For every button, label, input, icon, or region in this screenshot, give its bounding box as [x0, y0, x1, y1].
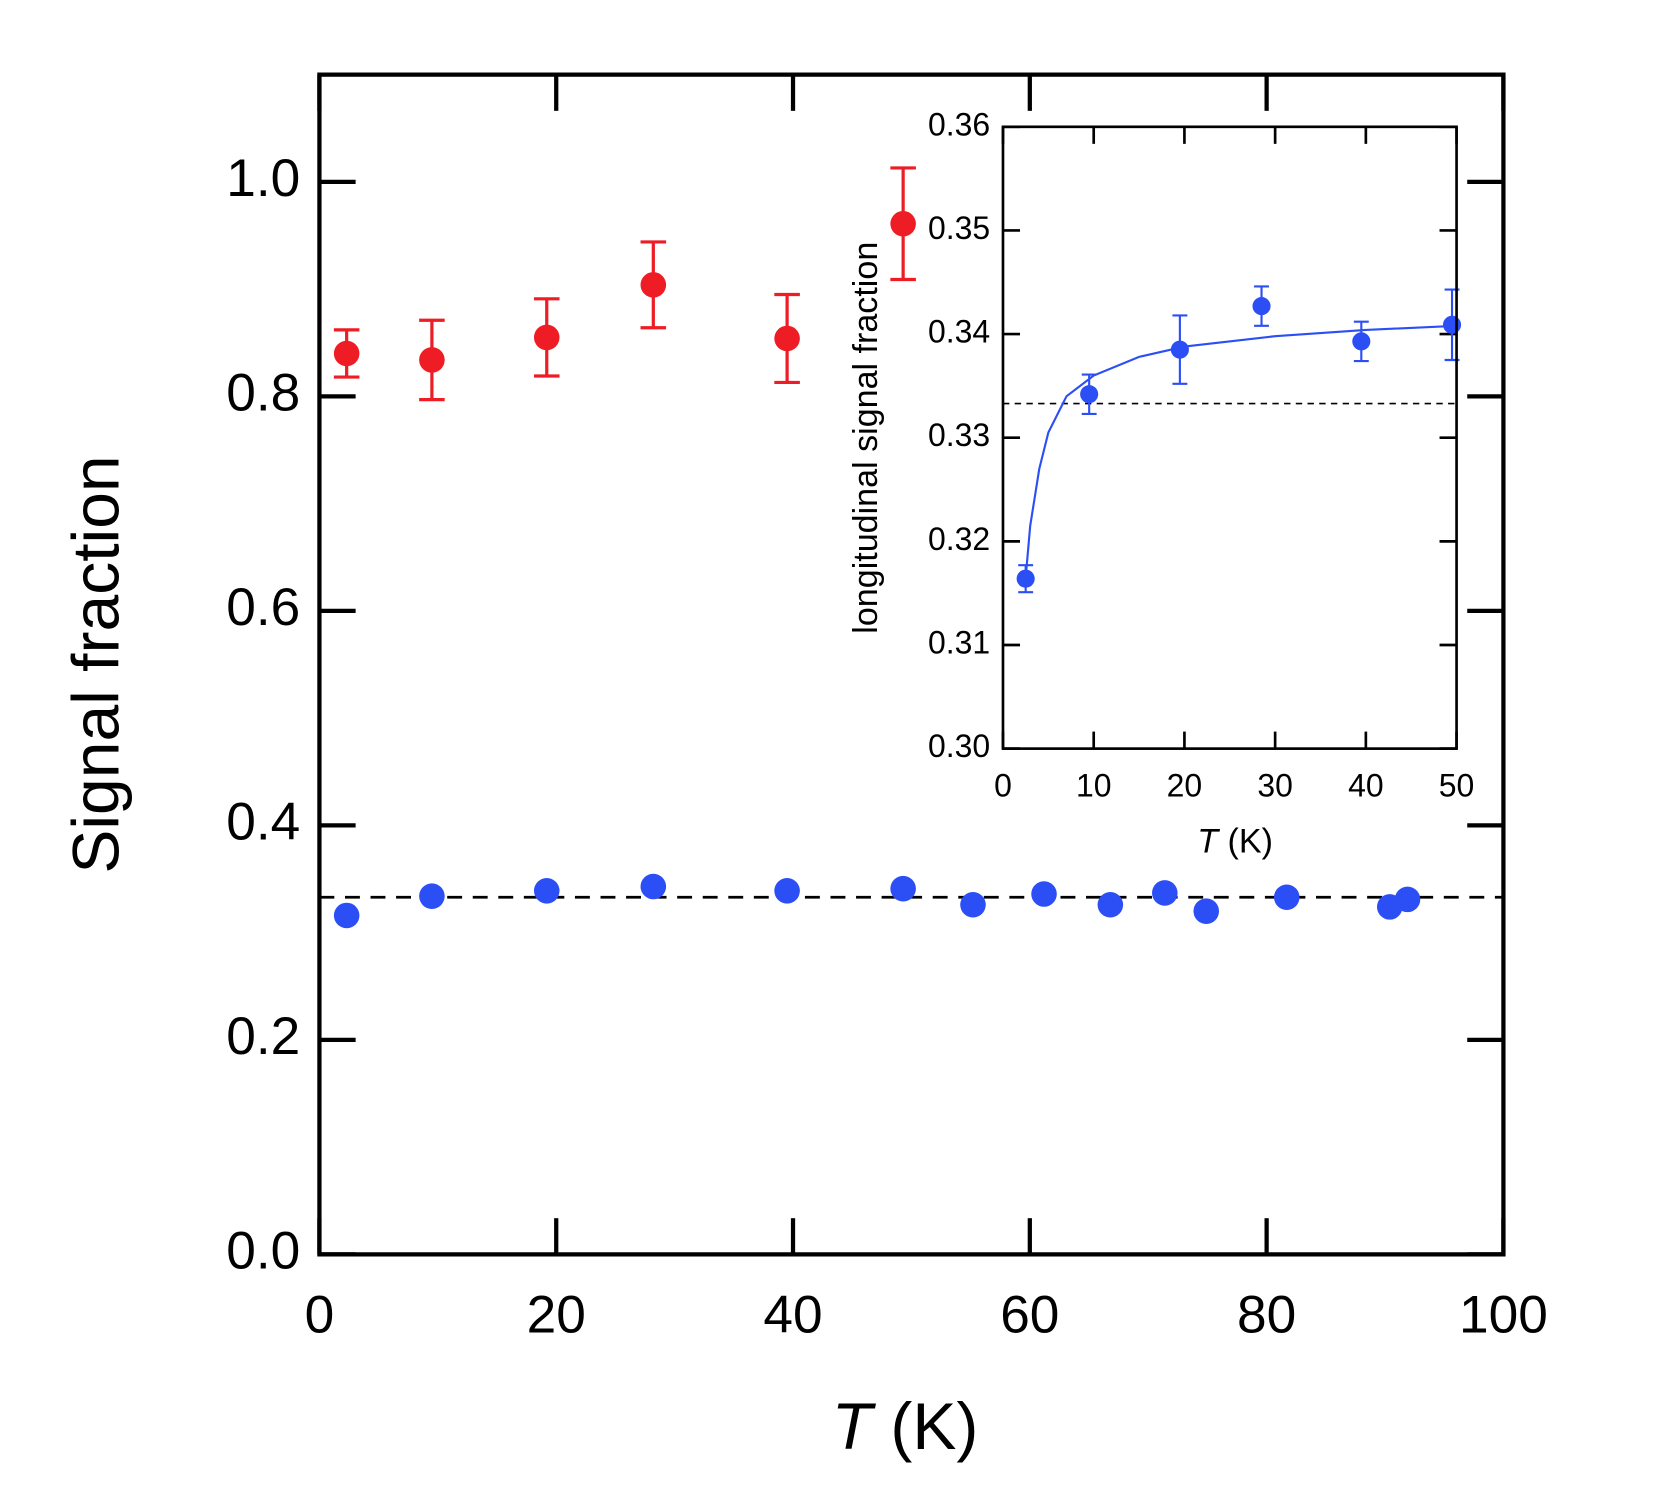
- y-tick-label: 0.2: [226, 1007, 300, 1066]
- data-point: [1394, 886, 1421, 913]
- data-point: [1170, 340, 1189, 359]
- data-point: [774, 878, 800, 904]
- y-tick-label: 0.36: [928, 106, 990, 142]
- data-point: [1080, 385, 1099, 404]
- x-tick-label: 20: [527, 1285, 586, 1344]
- x-tick-label: 20: [1167, 767, 1203, 803]
- data-point: [1442, 315, 1462, 334]
- x-axis-unit: (K): [1228, 822, 1273, 860]
- x-tick-label: 50: [1439, 767, 1475, 803]
- y-tick-label: 0.35: [928, 210, 990, 246]
- data-point: [1252, 297, 1271, 316]
- data-point: [533, 324, 560, 351]
- y-tick-label: 0.8: [226, 363, 300, 422]
- data-point: [333, 340, 360, 367]
- data-point: [1097, 891, 1124, 918]
- data-point: [890, 210, 916, 237]
- y-axis-label: longitudinal signal fraction: [847, 242, 885, 634]
- y-tick-label: 0.0: [226, 1221, 300, 1280]
- data-point: [1016, 569, 1035, 588]
- x-tick-label: 30: [1257, 767, 1293, 803]
- y-axis-label: Signal fraction: [59, 455, 133, 873]
- x-tick-label: 40: [1348, 767, 1384, 803]
- y-tick-label: 0.31: [928, 624, 990, 660]
- data-point: [1273, 884, 1300, 911]
- data-point: [419, 883, 445, 909]
- x-axis-label: T (K): [1197, 822, 1273, 860]
- y-tick-label: 0.34: [928, 314, 990, 350]
- x-tick-label: 80: [1237, 1285, 1296, 1344]
- data-point: [1193, 898, 1220, 924]
- x-tick-label: 100: [1459, 1285, 1548, 1344]
- y-tick-label: 0.30: [928, 728, 990, 764]
- data-point: [640, 272, 667, 298]
- data-point: [890, 875, 916, 902]
- plot-frame: [317, 72, 1506, 1257]
- y-tick-label: 0.32: [928, 521, 990, 557]
- data-point: [1031, 881, 1057, 907]
- x-tick-label: 0: [305, 1285, 335, 1344]
- x-tick-label: 40: [763, 1285, 822, 1344]
- inset-background: [1002, 126, 1457, 749]
- data-point: [419, 347, 445, 373]
- y-tick-label: 0.4: [226, 792, 300, 851]
- x-tick-label: 60: [1000, 1285, 1059, 1344]
- data-point: [1352, 332, 1371, 351]
- data-point: [1152, 880, 1178, 906]
- x-axis-label: T (K): [832, 1390, 979, 1464]
- y-tick-label: 0.6: [226, 578, 300, 637]
- fit-line: [1024, 324, 1457, 578]
- data-point: [333, 902, 360, 929]
- x-axis-unit: (K): [890, 1390, 978, 1464]
- x-tick-label: 10: [1076, 767, 1112, 803]
- data-point: [960, 891, 986, 918]
- x-axis-symbol: T: [832, 1390, 877, 1464]
- y-tick-label: 0.33: [928, 417, 990, 453]
- plot-frame: [1001, 125, 1458, 750]
- data-point: [774, 325, 800, 352]
- x-axis-symbol: T: [1197, 822, 1220, 860]
- data-point: [640, 873, 667, 900]
- data-point: [533, 878, 560, 904]
- x-tick-label: 0: [994, 767, 1012, 803]
- y-tick-label: 1.0: [226, 149, 300, 208]
